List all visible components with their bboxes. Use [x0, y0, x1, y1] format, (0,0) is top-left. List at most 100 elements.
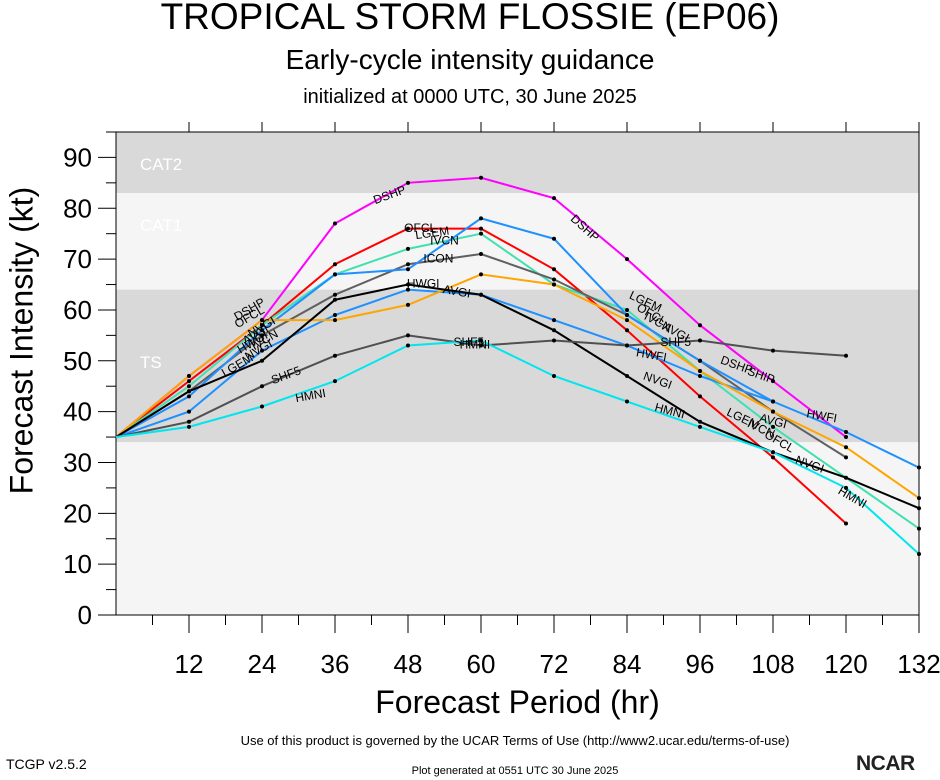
x-tick-label: 36 [321, 649, 350, 679]
series-point-nvgi [552, 328, 556, 333]
series-point-hwfi [479, 216, 483, 221]
series-point-hwgi [406, 287, 410, 292]
series-point-avgi [187, 374, 191, 379]
series-point-ivcn [260, 333, 264, 338]
series-point-shf5 [771, 348, 775, 353]
series-point-avgi [479, 272, 483, 277]
band-label-cat2: CAT2 [140, 155, 182, 174]
y-tick-label: 60 [63, 295, 92, 325]
x-tick-label: 60 [467, 649, 496, 679]
series-point-dshp [479, 175, 483, 180]
model-label: HWFI [635, 345, 668, 364]
series-point-avgi [552, 282, 556, 287]
series-point-shf5 [625, 343, 629, 348]
band-label-ts: TS [140, 353, 162, 372]
series-point-shf5 [844, 353, 848, 358]
y-tick-label: 90 [63, 142, 92, 172]
series-point-avgi [917, 496, 921, 501]
series-point-avgi [771, 409, 775, 414]
series-line-hmni [115, 339, 920, 555]
series-point-nvgi [187, 389, 191, 394]
series-point-hmni [844, 485, 848, 490]
series-point-shf5 [260, 384, 264, 389]
series-point-hmni [187, 424, 191, 429]
series-point-avgi [333, 318, 337, 323]
series-point-hwfi [187, 394, 191, 399]
series-point-hwgi [187, 409, 191, 414]
series-point-dshp [333, 221, 337, 226]
series-point-hwgi [260, 348, 264, 353]
y-tick-label: 10 [63, 549, 92, 579]
chart-initialized: initialized at 0000 UTC, 30 June 2025 [303, 86, 637, 108]
series-point-ivcn [552, 277, 556, 282]
series-point-ofcl [771, 455, 775, 460]
series-point-dshp [625, 257, 629, 262]
y-tick-label: 30 [63, 447, 92, 477]
series-point-lgem [260, 323, 264, 328]
series-point-avgi [625, 318, 629, 323]
series-point-hwfi [406, 267, 410, 272]
series-point-ivcn [406, 262, 410, 267]
series-point-hwgi [333, 313, 337, 318]
series-line-nvgi [115, 283, 920, 510]
y-tick-label: 40 [63, 397, 92, 427]
x-tick-label: 12 [175, 649, 204, 679]
series-point-dshp [698, 323, 702, 328]
series-point-ivcn [844, 455, 848, 460]
series-point-hwfi [698, 358, 702, 363]
series-point-nvgi [698, 419, 702, 424]
band-label-cat1: CAT1 [140, 216, 182, 235]
model-label: AVGI [758, 411, 788, 432]
series-line-avgi [115, 273, 920, 499]
series-point-nvgi [917, 506, 921, 511]
series-point-hmni [917, 551, 921, 556]
series-point-dshp [552, 196, 556, 201]
series-point-lgem [479, 231, 483, 236]
series-point-avgi [844, 445, 848, 450]
series-point-hmni [771, 450, 775, 455]
model-label: OFCL [404, 221, 436, 235]
y-tick-label: 80 [63, 193, 92, 223]
x-tick-label: 120 [824, 649, 867, 679]
series-point-hwfi [333, 272, 337, 277]
series-point-nvgi [625, 374, 629, 379]
model-label: ICON [423, 251, 453, 265]
series-point-hwfi [552, 236, 556, 241]
series-point-hwgi [698, 374, 702, 379]
series-point-ofcl [552, 267, 556, 272]
series-point-avgi [260, 318, 264, 323]
version-label: TCGP v2.5.2 [6, 756, 87, 772]
model-label: IVCN [430, 233, 459, 247]
x-tick-label: 72 [540, 649, 569, 679]
series-point-hmni [333, 379, 337, 384]
y-tick-label: 0 [78, 600, 92, 630]
series-point-avgi [406, 302, 410, 307]
x-tick-label: 96 [686, 649, 715, 679]
series-point-shf5 [333, 353, 337, 358]
series-point-dshp [844, 435, 848, 440]
series-point-lgem [625, 307, 629, 312]
series-point-hmni [260, 404, 264, 409]
series-point-ofcl [625, 328, 629, 333]
series-point-dshp [406, 180, 410, 185]
x-tick-label: 84 [613, 649, 642, 679]
series-point-ofcl [187, 379, 191, 384]
series-point-shf5 [187, 419, 191, 424]
series-point-nvgi [260, 358, 264, 363]
series-point-nvgi [479, 292, 483, 297]
series-point-lgem [917, 526, 921, 531]
series-point-hmni [406, 343, 410, 348]
series-point-ofcl [844, 521, 848, 526]
band-cat1 [116, 193, 919, 290]
series-point-hmni [698, 424, 702, 429]
plot-generated: Plot generated at 0551 UTC 30 June 2025 [411, 765, 619, 777]
model-label: HWGI [407, 277, 440, 291]
series-point-shf5 [552, 338, 556, 343]
series-point-hmni [625, 399, 629, 404]
series-point-lgem [187, 384, 191, 389]
y-tick-label: 70 [63, 244, 92, 274]
series-point-hmni [479, 338, 483, 343]
y-axis-label: Forecast Intensity (kt) [3, 186, 40, 495]
series-point-ofcl [406, 226, 410, 231]
